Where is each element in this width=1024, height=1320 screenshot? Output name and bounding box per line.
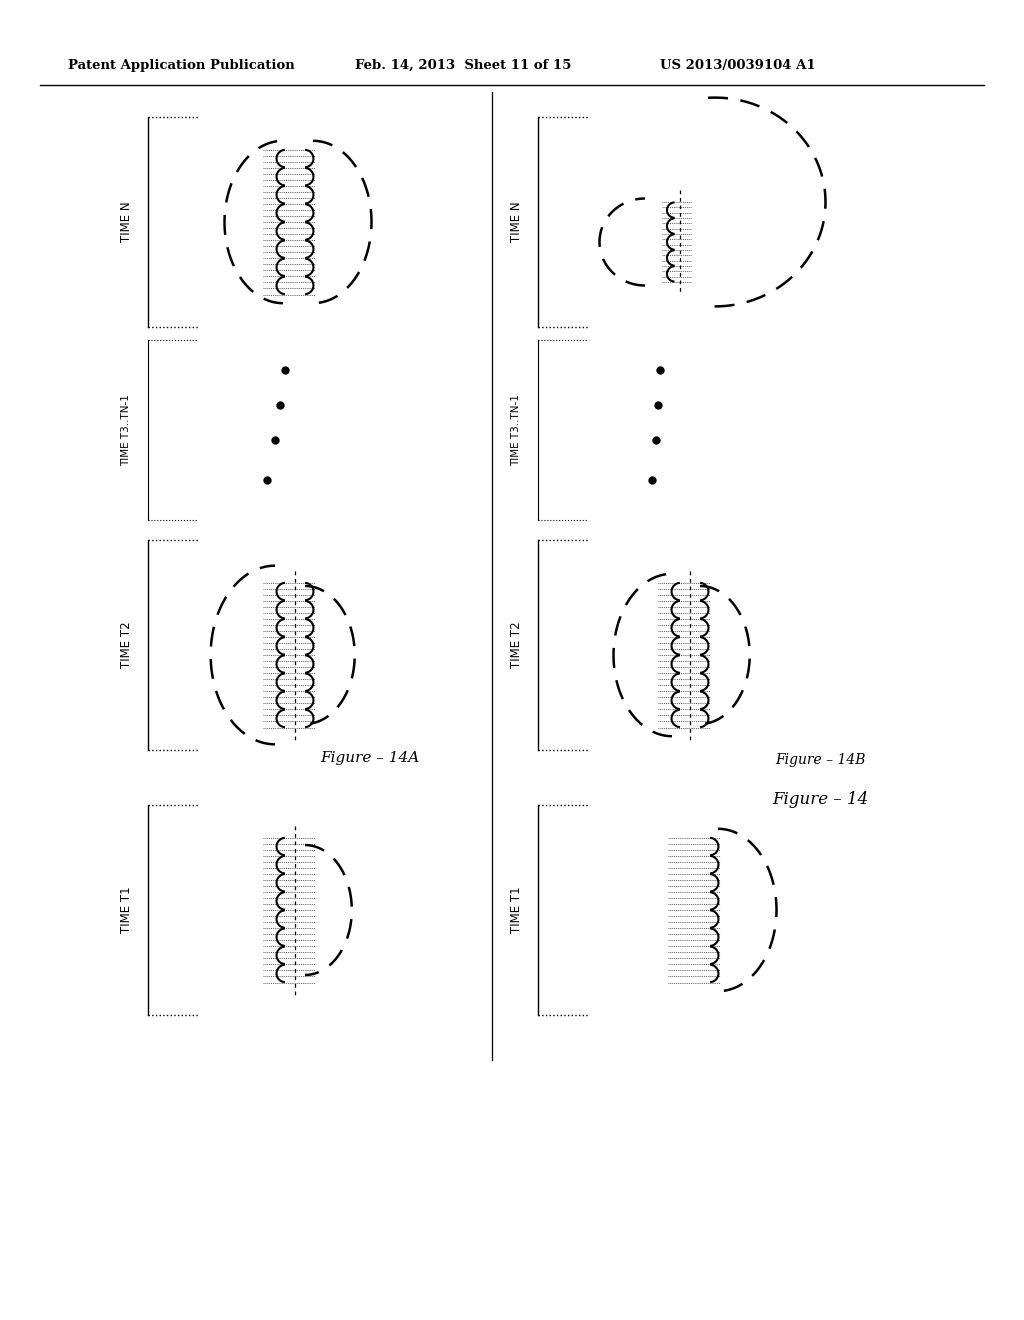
Text: TIME T3..TN-1: TIME T3..TN-1: [511, 395, 521, 466]
Text: TIME T2: TIME T2: [510, 622, 522, 668]
Text: TIME T3..TN-1: TIME T3..TN-1: [121, 395, 131, 466]
Text: Figure – 14: Figure – 14: [772, 792, 868, 808]
Text: Feb. 14, 2013  Sheet 11 of 15: Feb. 14, 2013 Sheet 11 of 15: [355, 58, 571, 71]
Text: TIME T1: TIME T1: [510, 887, 522, 933]
Text: TIME N: TIME N: [120, 202, 132, 243]
Text: Patent Application Publication: Patent Application Publication: [68, 58, 295, 71]
Text: US 2013/0039104 A1: US 2013/0039104 A1: [660, 58, 816, 71]
Text: TIME T2: TIME T2: [120, 622, 132, 668]
Text: TIME N: TIME N: [510, 202, 522, 243]
Text: Figure – 14B: Figure – 14B: [775, 752, 865, 767]
Text: Figure – 14A: Figure – 14A: [321, 751, 420, 766]
Text: TIME T1: TIME T1: [120, 887, 132, 933]
